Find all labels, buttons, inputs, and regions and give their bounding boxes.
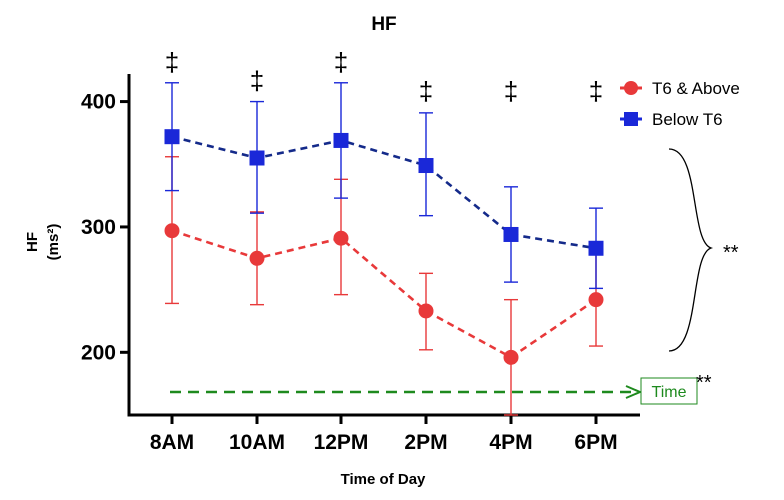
data-point [249,250,265,266]
legend-marker-t6-above [624,81,638,95]
data-point [164,223,180,239]
significance-marker: ‡ [165,47,179,77]
data-point [249,150,265,166]
x-tick-label: 2PM [404,431,447,454]
data-point [333,132,349,148]
chart-title: HF [371,14,396,35]
data-point [418,158,434,174]
significance-marker: ‡ [250,66,264,96]
time-trend-annotation: Time ** [170,372,712,405]
series-line [171,229,597,359]
y-tick-label: 400 [81,91,116,114]
data-point [588,292,604,308]
data-point [333,230,349,246]
significance-marker: ‡ [334,47,348,77]
x-tick-label: 4PM [489,431,532,454]
y-tick-label: 200 [81,341,116,364]
legend-label-below-t6: Below T6 [652,110,723,129]
series-t6-above [164,156,604,416]
legend-label-t6-above: T6 & Above [652,79,740,98]
time-significance-stars: ** [696,372,712,394]
group-significance-bracket: ** [668,148,739,352]
data-point [588,240,604,256]
plot-area: 200 300 400 8AM 10AM 12PM 2PM 4PM 6PM ‡ ‡ ‡ ‡ ‡ ‡ [81,47,640,454]
data-point [503,349,519,365]
legend: T6 & Above Below T6 [620,79,740,129]
legend-marker-below-t6 [624,112,638,126]
significance-marker: ‡ [504,76,518,106]
series-line [171,135,597,250]
time-arrow-head [625,385,643,399]
x-axis-title: Time of Day [341,471,426,488]
data-point [503,226,519,242]
significance-marker: ‡ [589,76,603,106]
x-tick-label: 6PM [574,431,617,454]
y-axis-unit: (ms²) [45,224,62,261]
x-tick-label: 12PM [314,431,369,454]
time-label: Time [652,384,687,401]
data-point [164,129,180,145]
y-axis-label: HF (ms²) [24,224,62,261]
curly-brace [668,148,714,352]
x-tick-label: 8AM [150,431,194,454]
time-label-box [640,377,698,405]
y-tick-label: 300 [81,216,116,239]
significance-marker: ‡ [419,76,433,106]
series-below-t6 [164,82,604,290]
data-point [418,303,434,319]
group-significance-stars: ** [723,242,739,264]
y-axis-title: HF [24,232,41,252]
x-tick-label: 10AM [229,431,285,454]
